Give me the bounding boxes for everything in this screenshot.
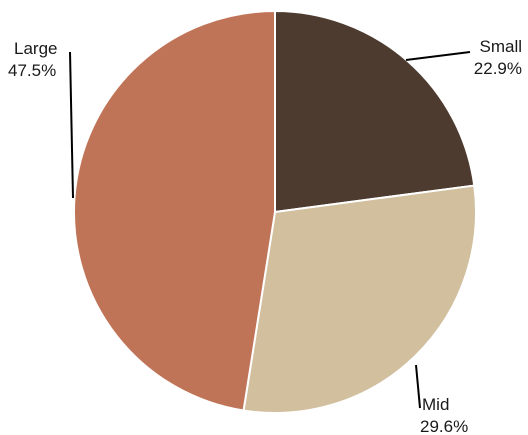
slice-name-label-mid: Mid: [422, 395, 449, 414]
slice-percent-label-mid: 29.6%: [420, 417, 468, 435]
pie-slice-large: [72, 10, 276, 412]
slice-percent-label-small: 22.9%: [474, 59, 522, 78]
slice-name-label-large: Large: [14, 39, 57, 58]
pie-slice-small: [274, 10, 476, 213]
labels-layer: Small 22.9% Mid 29.6% Large 47.5%: [8, 37, 522, 435]
slice-name-label-small: Small: [479, 37, 522, 56]
leader-line-mid: [415, 364, 421, 409]
slice-percent-label-large: 47.5%: [8, 61, 56, 80]
leader-lines-layer: [69, 51, 471, 409]
leader-line-large: [69, 51, 74, 199]
slices-layer: [72, 10, 477, 414]
leader-line-small: [405, 51, 471, 61]
pie-slice-mid: [242, 184, 477, 414]
